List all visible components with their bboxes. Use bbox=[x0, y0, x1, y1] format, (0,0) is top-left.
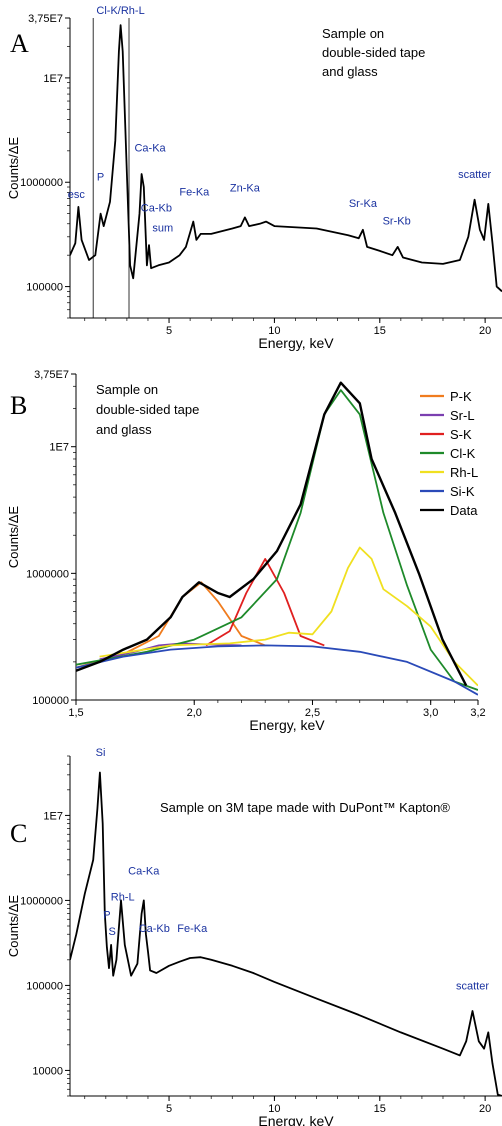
peak-label: Ca-Kb bbox=[141, 203, 172, 215]
x-tick-label: 5 bbox=[166, 325, 172, 337]
legend: P-K Sr-L S-K Cl-K Rh-L Si-K Data bbox=[420, 389, 478, 518]
x-tick-label: 15 bbox=[374, 325, 386, 337]
x-tick-label: 5 bbox=[166, 1103, 172, 1115]
panel-letter: C bbox=[10, 819, 27, 848]
x-tick-label: 10 bbox=[268, 325, 280, 337]
series-line-data bbox=[76, 381, 468, 687]
peak-label: Fe-Ka bbox=[177, 923, 208, 935]
panel-b: 1,5 2,0 2,5 3,0 3,2 100000 1000000 1E7 3,75E7 Ene… bbox=[6, 369, 486, 733]
y-tick-label: 100000 bbox=[26, 980, 63, 992]
series-line-si-k bbox=[76, 644, 478, 696]
sample-annotation: Sample on bbox=[322, 26, 384, 41]
legend-label: P-K bbox=[450, 389, 472, 404]
legend-label: S-K bbox=[450, 427, 472, 442]
sample-annotation: double-sided tape bbox=[322, 45, 425, 60]
sample-annotation: Sample on bbox=[96, 382, 158, 397]
y-tick-label: 100000 bbox=[26, 282, 63, 294]
y-tick-label: 1000000 bbox=[20, 895, 63, 907]
sample-annotation: and glass bbox=[96, 422, 152, 437]
x-tick-label: 3,0 bbox=[423, 707, 438, 719]
peak-label: Sr-Ka bbox=[349, 198, 378, 210]
x-tick-label: 15 bbox=[374, 1103, 386, 1115]
y-axis-label: Counts/ΔE bbox=[6, 895, 21, 957]
peak-label: Fe-Ka bbox=[179, 187, 210, 199]
x-tick-label: 10 bbox=[268, 1103, 280, 1115]
y-tick-label: 1000000 bbox=[26, 568, 69, 580]
peak-label: Ca-Kb bbox=[139, 923, 170, 935]
peak-label: Ca-Ka bbox=[134, 143, 166, 155]
x-axis-label: Energy, keV bbox=[258, 1113, 334, 1126]
peak-label: scatter bbox=[458, 169, 491, 181]
y-axis-label: Counts/ΔE bbox=[6, 506, 21, 568]
sample-annotation: double-sided tape bbox=[96, 402, 199, 417]
peak-label: Si bbox=[96, 747, 106, 759]
series-line-p-k bbox=[76, 581, 266, 669]
panel-letter: B bbox=[10, 391, 27, 420]
legend-label: Data bbox=[450, 503, 478, 518]
y-tick-label: 1E7 bbox=[49, 442, 69, 454]
peak-label: scatter bbox=[456, 981, 489, 993]
peak-label: sum bbox=[152, 222, 173, 234]
peak-label: S bbox=[108, 926, 115, 938]
panel-letter: A bbox=[10, 29, 29, 58]
peak-label: Sr-Kb bbox=[383, 216, 411, 228]
panel-c: 5 10 15 20 10000 100000 1000000 1E7 Energy, keV C… bbox=[6, 747, 502, 1126]
y-tick-label: 1000000 bbox=[20, 177, 63, 189]
peak-label: Ca-Ka bbox=[128, 866, 160, 878]
peak-label: Rh-L bbox=[111, 891, 135, 903]
x-tick-label: 20 bbox=[479, 1103, 491, 1115]
legend-label: Sr-L bbox=[450, 408, 475, 423]
y-tick-label: 3,75E7 bbox=[34, 369, 69, 381]
x-tick-label: 2,5 bbox=[305, 707, 320, 719]
x-tick-label: 20 bbox=[479, 325, 491, 337]
series-line bbox=[70, 771, 502, 1096]
series-line bbox=[70, 24, 502, 293]
x-tick-label: 2,0 bbox=[187, 707, 202, 719]
y-tick-label: 3,75E7 bbox=[28, 13, 63, 25]
sample-annotation: Sample on 3M tape made with DuPont™ Kapt… bbox=[160, 800, 450, 815]
peak-label: P bbox=[103, 909, 110, 921]
peak-label: Cl-K/Rh-L bbox=[96, 5, 144, 17]
sample-annotation: and glass bbox=[322, 64, 378, 79]
legend-label: Cl-K bbox=[450, 446, 476, 461]
y-axis-label: Counts/ΔE bbox=[6, 137, 21, 199]
x-tick-label: 1,5 bbox=[68, 707, 83, 719]
y-tick-label: 1E7 bbox=[43, 73, 63, 85]
y-tick-label: 100000 bbox=[32, 695, 69, 707]
legend-label: Rh-L bbox=[450, 465, 478, 480]
y-tick-label: 1E7 bbox=[43, 810, 63, 822]
series-line-rh-l bbox=[99, 546, 478, 687]
series-line-s-k bbox=[205, 558, 325, 647]
legend-label: Si-K bbox=[450, 484, 475, 499]
series-line-cl-k bbox=[76, 389, 478, 691]
y-tick-label: 10000 bbox=[32, 1065, 63, 1077]
x-tick-label: 3,2 bbox=[470, 707, 485, 719]
peak-label: esc bbox=[68, 189, 86, 201]
x-axis-label: Energy, keV bbox=[258, 335, 334, 351]
peak-label: P bbox=[97, 172, 104, 184]
panel-a: 5 10 15 20 100000 1000000 1E7 3,75E7 Energy, keV… bbox=[6, 5, 502, 351]
x-axis-label: Energy, keV bbox=[249, 717, 325, 733]
peak-label: Zn-Ka bbox=[230, 182, 261, 194]
